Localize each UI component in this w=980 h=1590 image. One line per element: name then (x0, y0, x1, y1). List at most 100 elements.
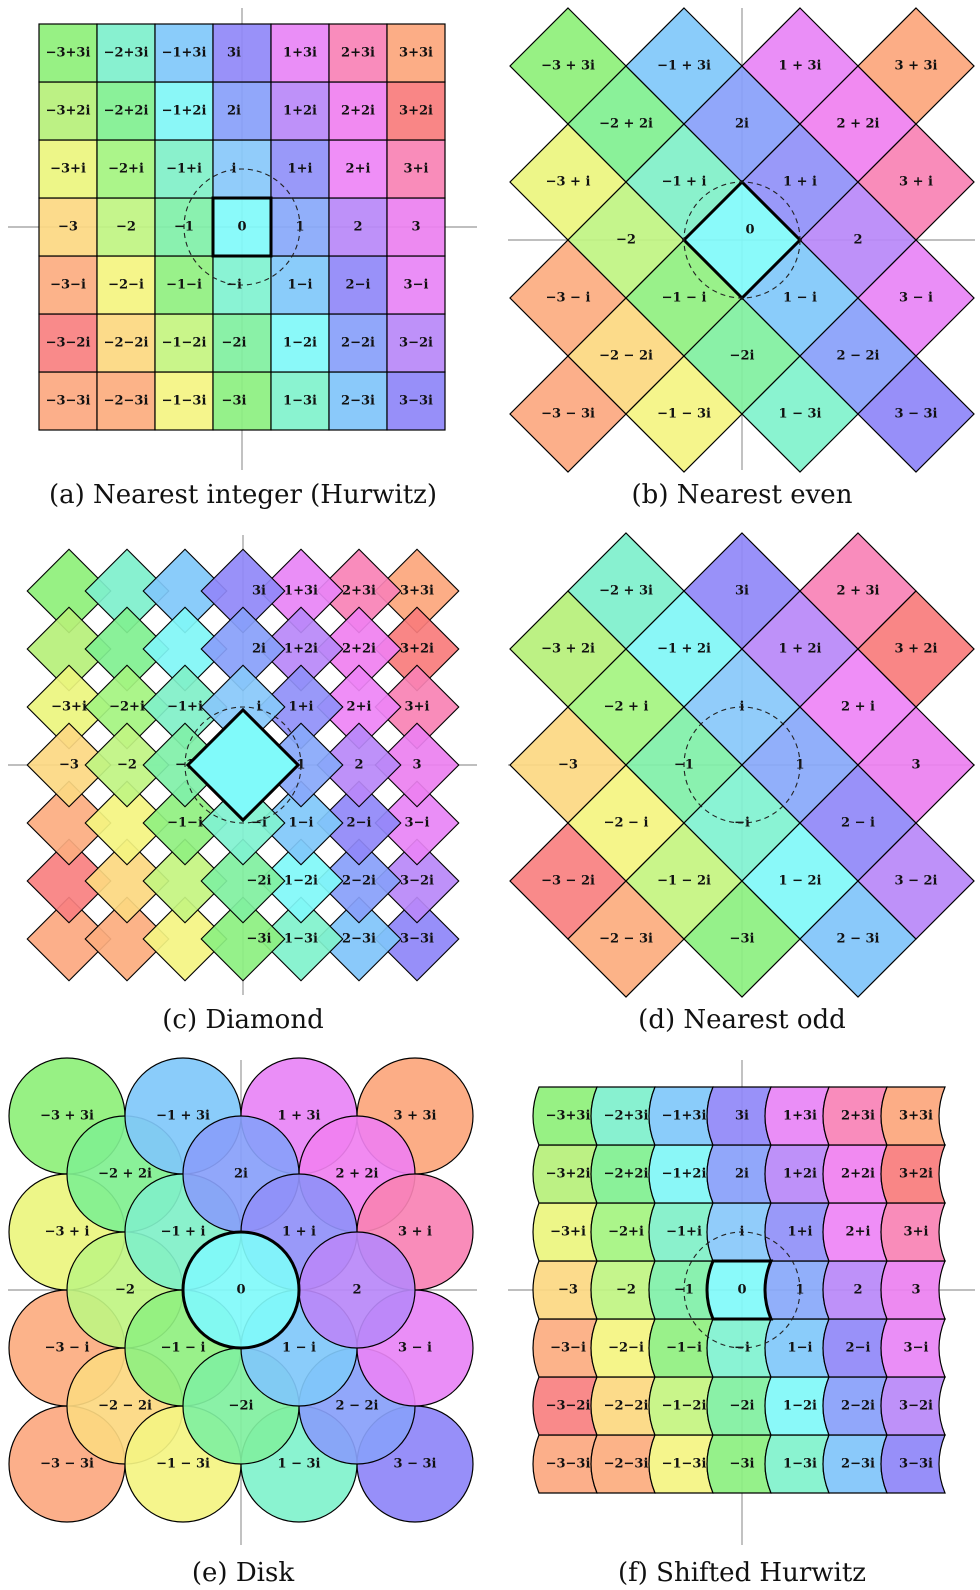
label-f-m3_2: −3+2𝐢 (546, 1167, 591, 1182)
label-d-1_2: 1 + 2𝐢 (779, 642, 822, 657)
label-a-2_1: 2+𝐢 (346, 162, 371, 177)
cell-a-0_m2 (212, 313, 272, 373)
label-c-2_0: 2 (354, 758, 363, 773)
label-a-0_2: 2𝐢 (227, 104, 241, 119)
label-f-3_m1: 3−𝐢 (904, 1341, 929, 1356)
label-f-2_2: 2+2𝐢 (841, 1167, 875, 1182)
label-b-1_3: 1 + 3𝐢 (779, 59, 822, 74)
panel-shifted-hurwitz: −3−3𝐢−3−2𝐢−3−𝐢−3−3+𝐢−3+2𝐢−3+3𝐢−2−3𝐢−2−2𝐢… (508, 1060, 975, 1545)
label-d-1_m2: 1 − 2𝐢 (779, 874, 822, 889)
label-f-m2_2: −2+2𝐢 (604, 1167, 649, 1182)
cell-f-3_m1 (880, 1318, 946, 1378)
label-e-0_2: 2𝐢 (234, 1167, 248, 1182)
panel-disk: −3 − 3𝐢 −3 + 3𝐢 3 − 3𝐢 3 + 3𝐢 −3 − 𝐢 −3 + 𝐢 −2… (8, 1057, 477, 1545)
cell-a-m1_m1 (154, 255, 214, 315)
label-e-2_0: 2 (352, 1283, 361, 1298)
label-b-m3_m1: −3 − 𝐢 (546, 291, 591, 306)
label-d-m3_0: −3 (558, 758, 578, 773)
label-f-3_0: 3 (911, 1283, 920, 1298)
cell-a-m1_3 (154, 23, 214, 83)
cell-f-3_m2 (880, 1376, 946, 1436)
label-c-0_m2: −2𝐢 (247, 874, 272, 889)
label-e-3_1: 3 + 𝐢 (398, 1225, 432, 1240)
label-d-3_2: 3 + 2𝐢 (895, 642, 938, 657)
label-a-3_m2: 3−2𝐢 (399, 336, 433, 351)
label-a-3_m1: 3−𝐢 (404, 278, 429, 293)
panel-nearest-odd: −3 − 2𝐢 −3 −3 + 2𝐢 −2 − 3𝐢 −2 − 𝐢 −2 + 𝐢 −2 + … (508, 532, 975, 998)
label-c-3_m3: 3−3𝐢 (400, 932, 434, 947)
label-d-m2_3: −2 + 3𝐢 (599, 584, 653, 599)
label-f-0_0: 0 (737, 1283, 746, 1298)
cell-f-3_1 (880, 1202, 946, 1262)
label-f-1_1: 1+𝐢 (788, 1225, 813, 1240)
label-f-m2_1: −2+𝐢 (608, 1225, 644, 1240)
label-c-1_3: 1+3𝐢 (284, 584, 318, 599)
label-a-3_3: 3+3𝐢 (399, 46, 433, 61)
label-b-2_2: 2 + 2𝐢 (837, 117, 880, 132)
label-c-0_3: 3𝐢 (252, 584, 266, 599)
label-f-2_m1: 2−𝐢 (846, 1341, 871, 1356)
cell-c-1_m1 (258, 780, 344, 866)
label-b-3_1: 3 + 𝐢 (899, 175, 933, 190)
cell-a-3_m2 (386, 313, 446, 373)
cell-c-0_m2 (200, 838, 286, 924)
label-c-0_m3: −3𝐢 (247, 932, 272, 947)
label-a-0_3: 3𝐢 (227, 46, 241, 61)
panel-diamond: 3−3𝐢3+3𝐢2−3𝐢2+3𝐢3−2𝐢3+2𝐢−3+𝐢1−3𝐢1+3𝐢2−2𝐢… (8, 535, 477, 995)
cell-d-3_2 (857, 590, 975, 708)
caption-b: (b) Nearest even (632, 480, 853, 510)
label-c-m1_m1: −1−𝐢 (167, 816, 203, 831)
label-a-m2_3: −2+3𝐢 (104, 46, 149, 61)
label-f-1_m1: 1−𝐢 (788, 1341, 813, 1356)
unit-circle-f (683, 1231, 801, 1349)
label-f-m1_m3: −1−3𝐢 (662, 1457, 707, 1472)
cell-a-m3_3 (38, 23, 98, 83)
cell-a-3_0 (386, 197, 446, 257)
cell-a-1_2 (270, 81, 330, 141)
cell-c-m2_0 (84, 722, 170, 808)
cell-c-2_m2 (316, 838, 402, 924)
label-c-0_m1: −𝐢 (251, 816, 267, 831)
label-a-1_2: 1+2𝐢 (283, 104, 317, 119)
label-d-m1_m2: −1 − 2𝐢 (657, 874, 711, 889)
label-a-m2_1: −2+𝐢 (108, 162, 144, 177)
label-e-0_m2: −2𝐢 (229, 1399, 254, 1414)
label-a-0_0: 0 (237, 220, 246, 235)
label-e-m3_3: −3 + 3𝐢 (40, 1109, 94, 1124)
cell-a-3_m3 (386, 371, 446, 431)
label-c-2_2: 2+2𝐢 (342, 642, 376, 657)
base-region-f (705, 1259, 774, 1321)
cell-a-1_3 (270, 23, 330, 83)
label-e-m1_m3: −1 − 3𝐢 (156, 1457, 210, 1472)
caption-d: (d) Nearest odd (638, 1005, 846, 1035)
label-c-1_m1: 1−𝐢 (289, 816, 314, 831)
label-f-1_3: 1+3𝐢 (783, 1109, 817, 1124)
cell-a-m2_0 (96, 197, 156, 257)
cell-c-m3_m2 (26, 838, 112, 924)
label-b-1_m3: 1 − 3𝐢 (779, 407, 822, 422)
label-c-3_2: 3+2𝐢 (400, 642, 434, 657)
label-c-1_1: 1+𝐢 (289, 700, 314, 715)
label-a-m3_3: −3+3𝐢 (46, 46, 91, 61)
label-a-m3_0: −3 (58, 220, 78, 235)
label-a-1_1: 1+𝐢 (288, 162, 313, 177)
label-e-m2_0: −2 (115, 1283, 135, 1298)
caption-c: (c) Diamond (162, 1005, 323, 1035)
cell-b-3_3 (857, 7, 975, 125)
label-a-1_3: 1+3𝐢 (283, 46, 317, 61)
cell-f-3_3 (880, 1086, 946, 1146)
label-e-m1_m1: −1 − 𝐢 (161, 1341, 206, 1356)
label-a-0_m1: −𝐢 (226, 278, 242, 293)
label-b-1_1: 1 + 𝐢 (783, 175, 817, 190)
label-a-0_m3: −3𝐢 (222, 394, 247, 409)
cell-a-1_m3 (270, 371, 330, 431)
label-e-m3_1: −3 + 𝐢 (45, 1225, 90, 1240)
label-a-1_m1: 1−𝐢 (288, 278, 313, 293)
label-f-1_m3: 1−3𝐢 (783, 1457, 817, 1472)
cell-d-3_m2 (857, 822, 975, 940)
label-f-m3_1: −3+𝐢 (550, 1225, 586, 1240)
cell-c-3_m3 (374, 896, 460, 982)
label-b-m1_3: −1 + 3𝐢 (657, 59, 711, 74)
label-a-m1_1: −1+𝐢 (166, 162, 202, 177)
label-b-m3_m3: −3 − 3𝐢 (541, 407, 595, 422)
